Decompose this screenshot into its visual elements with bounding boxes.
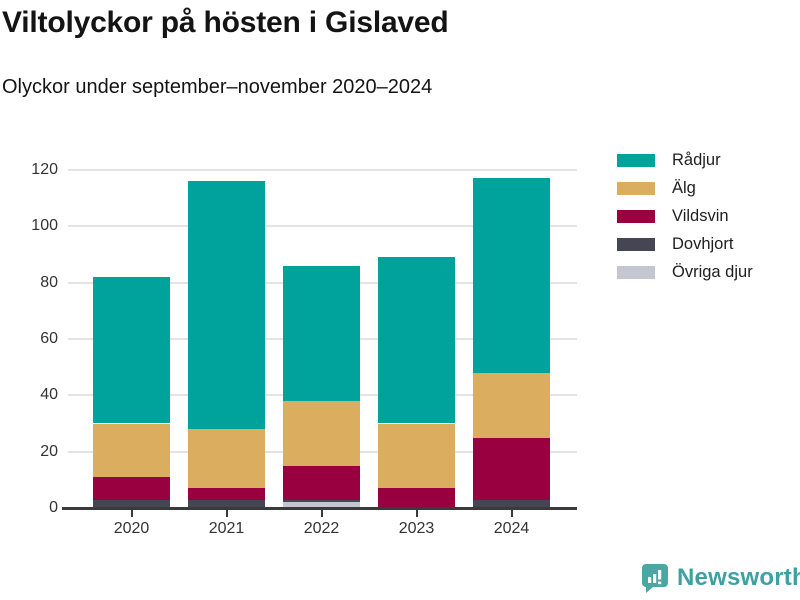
bar-segment: [188, 429, 265, 489]
x-axis-line: [62, 507, 577, 510]
x-axis-tick: [510, 510, 513, 517]
bar-segment: [283, 400, 360, 466]
legend-label: Vildsvin: [672, 206, 729, 225]
y-axis-tick-label: 60: [40, 330, 58, 347]
legend-label: Älg: [672, 178, 696, 197]
legend: Rådjur Älg Vildsvin Dovhjort Övriga djur: [617, 146, 753, 286]
chart-title: Viltolyckor på hösten i Gislaved: [2, 6, 449, 39]
bar-segment: [473, 372, 550, 438]
bar-segment: [188, 499, 265, 508]
gridline: [68, 225, 577, 228]
newsworthy-logo-text: Newsworthy: [677, 564, 800, 591]
x-axis-tick: [225, 510, 228, 517]
bar-segment: [93, 423, 170, 478]
gridline: [68, 169, 577, 171]
legend-label: Rådjur: [672, 150, 721, 169]
newsworthy-logo: Newsworthy: [641, 562, 800, 594]
bar-segment: [473, 499, 550, 508]
legend-label: Övriga djur: [672, 262, 753, 281]
bar-segment: [378, 257, 455, 424]
legend-item: Rådjur: [617, 146, 753, 174]
chart-subtitle: Olyckor under september–november 2020–20…: [2, 76, 433, 98]
bar-segment: [283, 265, 360, 401]
x-axis-label: 2024: [493, 520, 530, 537]
legend-label: Dovhjort: [672, 234, 734, 253]
bar-segment: [93, 277, 170, 424]
bar-segment: [378, 488, 455, 508]
bar-segment: [93, 477, 170, 500]
legend-swatch: [617, 153, 655, 167]
bar-segment: [378, 423, 455, 489]
bar-segment: [283, 499, 360, 503]
y-axis-tick-label: 20: [40, 442, 58, 460]
x-axis-tick: [130, 510, 133, 517]
bar-segment: [283, 465, 360, 500]
legend-swatch: [617, 181, 655, 195]
legend-swatch: [617, 237, 655, 251]
x-axis-label: 2021: [208, 520, 245, 537]
bar-segment: [473, 437, 550, 500]
y-axis-tick-label: 80: [40, 273, 58, 291]
legend-item: Dovhjort: [617, 230, 753, 258]
y-axis-tick-label: 100: [31, 217, 58, 235]
x-axis-tick: [320, 510, 323, 517]
newsworthy-logo-icon: [641, 563, 669, 593]
y-axis-tick-label: 120: [31, 161, 58, 178]
legend-swatch: [617, 265, 655, 279]
bar-segment: [93, 499, 170, 508]
legend-item: Övriga djur: [617, 258, 753, 286]
bar-segment: [188, 181, 265, 430]
legend-swatch: [617, 209, 655, 223]
x-axis-label: 2023: [398, 520, 435, 537]
x-axis-label: 2020: [113, 520, 150, 537]
bar-segment: [283, 502, 360, 508]
legend-item: Vildsvin: [617, 202, 753, 230]
x-axis-tick: [415, 510, 418, 517]
legend-item: Älg: [617, 174, 753, 202]
y-axis-tick-label: 0: [49, 499, 58, 516]
bar-segment: [473, 178, 550, 373]
x-axis-label: 2022: [303, 520, 340, 537]
bar-segment: [188, 488, 265, 500]
y-axis-tick-label: 40: [40, 386, 58, 404]
